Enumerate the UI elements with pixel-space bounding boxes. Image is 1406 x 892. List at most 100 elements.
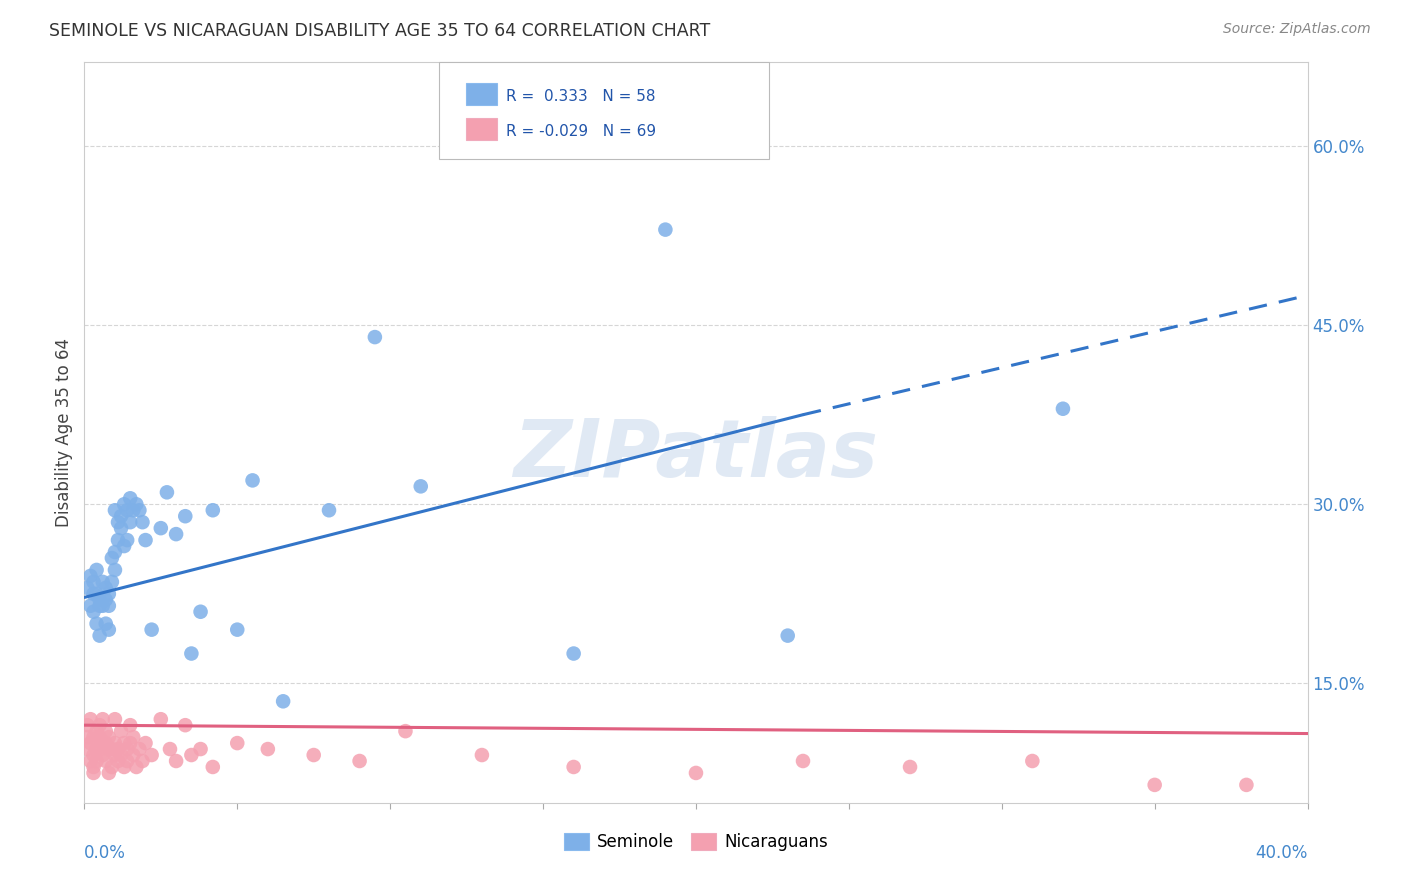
Point (1236, 778, 1258, 792)
Text: 40.0%: 40.0% (1256, 844, 1308, 862)
Point (1052, 401, 1074, 416)
Point (120, 718, 142, 732)
Point (86, 563, 108, 577)
Point (115, 754, 138, 768)
Point (135, 533, 157, 547)
Point (104, 747, 127, 762)
FancyBboxPatch shape (465, 118, 496, 140)
Point (97, 623, 120, 637)
Y-axis label: Disability Age 35 to 64: Disability Age 35 to 64 (55, 338, 73, 527)
Point (149, 712, 172, 726)
Point (97, 742, 120, 756)
Point (79, 736, 101, 750)
Point (201, 760, 224, 774)
Point (180, 647, 202, 661)
Point (76, 581, 98, 595)
Text: R =  0.333   N = 58: R = 0.333 N = 58 (506, 89, 655, 104)
Point (201, 503, 224, 517)
Point (97, 766, 120, 780)
Point (94, 736, 117, 750)
FancyBboxPatch shape (439, 62, 769, 159)
Point (112, 736, 135, 750)
Point (94, 592, 117, 607)
Point (131, 515, 153, 529)
Point (83, 760, 105, 774)
Point (471, 747, 494, 762)
Point (226, 623, 249, 637)
Point (190, 605, 212, 619)
Point (792, 754, 814, 768)
Point (107, 533, 129, 547)
Point (115, 742, 138, 756)
Point (156, 485, 179, 500)
Point (101, 742, 124, 756)
Point (159, 742, 181, 756)
Point (86, 742, 108, 756)
Point (122, 503, 145, 517)
Point (110, 509, 132, 524)
Point (1312, 760, 1334, 774)
Text: ZIPatlas: ZIPatlas (513, 416, 879, 494)
Point (776, 629, 799, 643)
Point (110, 747, 132, 762)
Point (120, 515, 142, 529)
Point (86, 587, 108, 601)
Text: 0.0%: 0.0% (84, 844, 127, 862)
Point (97, 730, 120, 744)
Point (104, 736, 127, 750)
Point (125, 760, 148, 774)
Point (86, 754, 108, 768)
Point (86, 724, 108, 739)
Point (115, 503, 138, 517)
Point (242, 474, 264, 488)
Point (83, 605, 105, 619)
Point (112, 497, 135, 511)
Point (94, 754, 117, 768)
Point (562, 760, 585, 774)
Point (107, 515, 129, 529)
Point (120, 491, 142, 506)
Point (409, 479, 432, 493)
Point (349, 754, 371, 768)
Point (94, 581, 117, 595)
Point (302, 747, 325, 762)
Text: SEMINOLE VS NICARAGUAN DISABILITY AGE 35 TO 64 CORRELATION CHART: SEMINOLE VS NICARAGUAN DISABILITY AGE 35… (49, 22, 710, 40)
Point (394, 724, 416, 739)
Point (79, 712, 101, 726)
Point (131, 754, 153, 768)
Point (318, 503, 340, 517)
Point (165, 527, 187, 541)
Point (128, 742, 150, 756)
Point (112, 539, 135, 553)
Point (257, 742, 280, 756)
Point (79, 754, 101, 768)
Point (110, 724, 132, 739)
Point (135, 736, 157, 750)
Point (83, 587, 105, 601)
Point (76, 730, 98, 744)
Point (120, 736, 142, 750)
Point (190, 742, 212, 756)
Point (112, 760, 135, 774)
Point (122, 730, 145, 744)
Point (89, 592, 111, 607)
Point (91, 747, 114, 762)
Text: R = -0.029   N = 69: R = -0.029 N = 69 (506, 124, 657, 139)
Text: Source: ZipAtlas.com: Source: ZipAtlas.com (1223, 22, 1371, 37)
Point (86, 616, 108, 631)
Point (898, 760, 921, 774)
Point (83, 747, 105, 762)
Point (104, 545, 127, 559)
Point (89, 730, 111, 744)
Point (1388, 766, 1406, 780)
Point (79, 569, 101, 583)
Point (685, 766, 707, 780)
Point (562, 647, 585, 661)
Point (91, 599, 114, 613)
Point (89, 629, 111, 643)
Point (91, 736, 114, 750)
Point (165, 754, 187, 768)
Point (76, 742, 98, 756)
Point (101, 760, 124, 774)
Point (180, 747, 202, 762)
